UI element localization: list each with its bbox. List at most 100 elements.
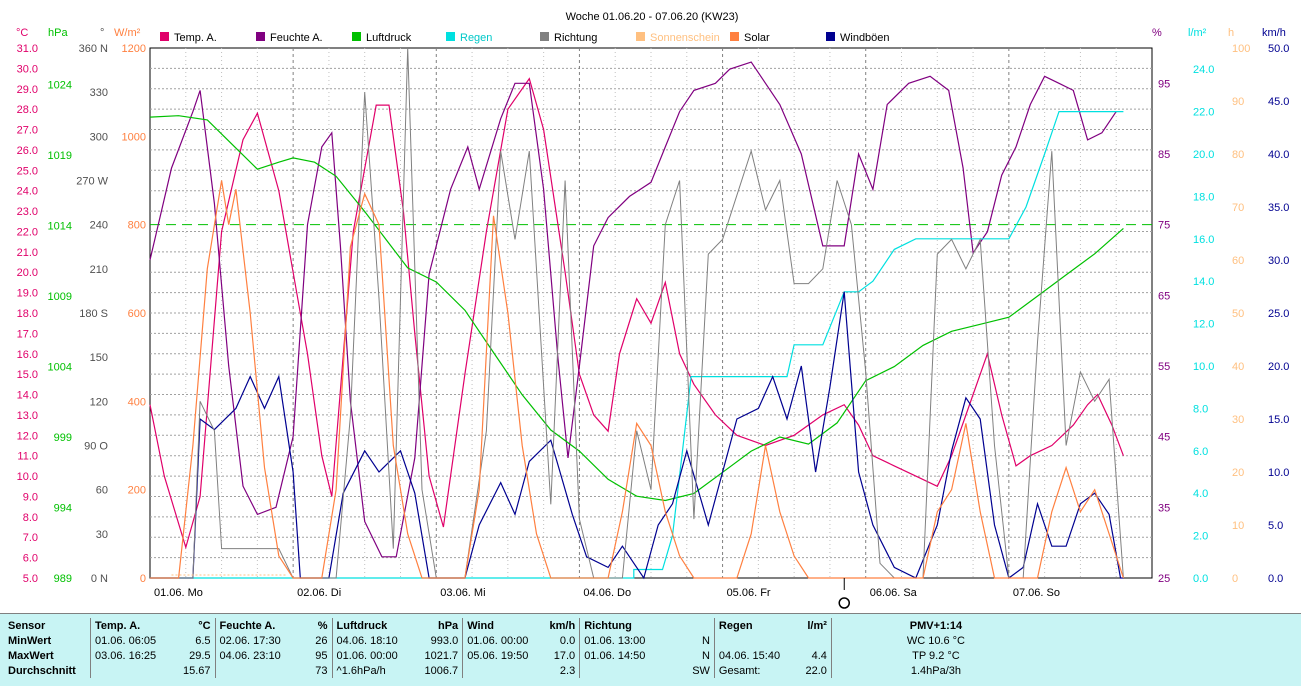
temp-tick-label: 24.0 [17, 186, 38, 198]
temp-tick-label: 14.0 [17, 390, 38, 402]
stats-luft-value: 1021.7 [424, 649, 459, 662]
stats-regen-time [713, 633, 793, 648]
stats-temp-time [90, 663, 179, 678]
stats-pmv-value: 1.4hPa/3h [830, 663, 1040, 678]
sunshine-tick-label: 30 [1232, 414, 1244, 426]
pressure-tick-label: 994 [54, 503, 72, 515]
statistics-panel: Sensor Temp. A. °C Feuchte A. % Luftdruc… [0, 613, 1301, 686]
pressure-tick-label: 999 [54, 432, 72, 444]
sunshine-tick-label: 80 [1232, 149, 1244, 161]
wind-tick-label: 40.0 [1268, 149, 1289, 161]
pressure-tick-label: 1014 [48, 221, 72, 233]
wind-tick-label: 50.0 [1268, 43, 1289, 55]
stats-header-luftdruck-unit: hPa [438, 619, 459, 632]
temp-tick-label: 22.0 [17, 226, 38, 238]
stats-wind-time [462, 663, 542, 678]
stats-pmv-value: TP 9.2 °C [830, 648, 1040, 663]
series-layer [149, 47, 1124, 580]
temp-tick-label: 20.0 [17, 267, 38, 279]
stats-feuchte-time: 02.06. 17:30 [214, 633, 304, 648]
temp-tick-label: 18.0 [17, 308, 38, 320]
series-line-regen [150, 110, 1124, 579]
stats-wind-time: 05.06. 19:50 [462, 648, 542, 663]
solar-tick-label: 200 [128, 485, 146, 497]
humidity-axis-unit: % [1152, 27, 1162, 39]
temp-tick-label: 29.0 [17, 84, 38, 96]
temp-tick-label: 17.0 [17, 328, 38, 340]
legend-swatch-temp [160, 32, 169, 41]
stats-header-temp-unit: °C [198, 619, 211, 632]
solar-axis-unit: W/m² [114, 27, 141, 39]
rain-tick-label: 12.0 [1193, 319, 1214, 331]
temp-tick-label: 25.0 [17, 165, 38, 177]
direction-axis-unit: ° [100, 27, 104, 39]
pressure-axis-unit: hPa [48, 27, 68, 39]
temp-tick-label: 8.0 [23, 512, 38, 524]
stats-row-min: MinWert 01.06. 06:05 6.5 02.06. 17:30 26… [4, 633, 1040, 648]
temp-tick-label: 28.0 [17, 104, 38, 116]
wind-tick-label: 25.0 [1268, 308, 1289, 320]
temp-tick-label: 12.0 [17, 430, 38, 442]
legend-label-temp: Temp. A. [174, 32, 217, 44]
rain-tick-label: 4.0 [1193, 488, 1208, 500]
stats-row-max: MaxWert 03.06. 16:25 29.5 04.06. 23:10 9… [4, 648, 1040, 663]
sunshine-axis-unit: h [1228, 27, 1234, 39]
legend-swatch-regen [446, 32, 455, 41]
stats-regen-value: 4.4 [811, 649, 827, 662]
direction-tick-label: 150 [90, 352, 108, 364]
series-line-solar [150, 180, 1124, 579]
legend-label-feuchte: Feuchte A. [270, 32, 323, 44]
stats-luft-time: ^1.6hPa/h [331, 663, 421, 678]
stats-richtung-time [579, 663, 689, 678]
temp-tick-label: 6.0 [23, 553, 38, 565]
stats-temp-value: 15.67 [183, 664, 211, 677]
temp-tick-label: 5.0 [23, 573, 38, 585]
stats-richtung-value: SW [692, 664, 710, 677]
temp-tick-label: 30.0 [17, 63, 38, 75]
legend-label-sonne: Sonnenschein [650, 32, 720, 44]
stats-header-regen: Regen [713, 618, 793, 633]
solar-tick-label: 0 [140, 573, 146, 585]
rain-tick-label: 2.0 [1193, 531, 1208, 543]
humidity-tick-label: 65 [1158, 290, 1170, 302]
solar-tick-label: 1200 [122, 43, 146, 55]
stats-header-richtung: Richtung [579, 618, 689, 633]
stats-header-regen-unit: l/m² [807, 619, 827, 632]
temp-axis-unit: °C [16, 27, 28, 39]
humidity-tick-label: 75 [1158, 220, 1170, 232]
legend-swatch-feuchte [256, 32, 265, 41]
rain-tick-label: 20.0 [1193, 149, 1214, 161]
temp-tick-label: 21.0 [17, 247, 38, 259]
direction-tick-label: 120 [90, 396, 108, 408]
x-axis-labels: 01.06. Mo 02.06. Di 03.06. Mi 04.06. Do 05.0… [154, 587, 1060, 599]
sunshine-tick-label: 70 [1232, 202, 1244, 214]
sunshine-tick-label: 100 [1232, 43, 1250, 55]
series-line-temp [149, 77, 1124, 550]
legend-swatch-richtung [540, 32, 549, 41]
x-axis-label: 01.06. Mo [154, 587, 203, 599]
sunshine-tick-label: 50 [1232, 308, 1244, 320]
series-line-richtung [150, 47, 1124, 579]
stats-temp-value: 6.5 [195, 634, 211, 647]
stats-feuchte-time: 04.06. 23:10 [214, 648, 304, 663]
stats-header-sensor: Sensor [8, 619, 46, 632]
temp-tick-label: 15.0 [17, 369, 38, 381]
rain-tick-label: 8.0 [1193, 403, 1208, 415]
rain-tick-label: 10.0 [1193, 361, 1214, 373]
legend-swatch-sonne [636, 32, 645, 41]
stats-luft-value: 993.0 [430, 634, 459, 647]
chart-title: Woche 01.06.20 - 07.06.20 (KW23) [566, 11, 739, 23]
stats-feuchte-time [214, 663, 304, 678]
direction-tick-label: 210 [90, 264, 108, 276]
solar-tick-label: 800 [128, 220, 146, 232]
humidity-tick-label: 55 [1158, 361, 1170, 373]
wind-tick-label: 30.0 [1268, 255, 1289, 267]
x-axis-label: 04.06. Do [583, 587, 631, 599]
rain-tick-label: 16.0 [1193, 234, 1214, 246]
temp-tick-label: 26.0 [17, 145, 38, 157]
stats-richtung-time: 01.06. 13:00 [579, 633, 689, 648]
stats-wind-time: 01.06. 00:00 [462, 633, 542, 648]
pressure-tick-label: 1019 [48, 150, 72, 162]
series-line-feuchte [149, 61, 1117, 558]
solar-tick-label: 600 [128, 308, 146, 320]
